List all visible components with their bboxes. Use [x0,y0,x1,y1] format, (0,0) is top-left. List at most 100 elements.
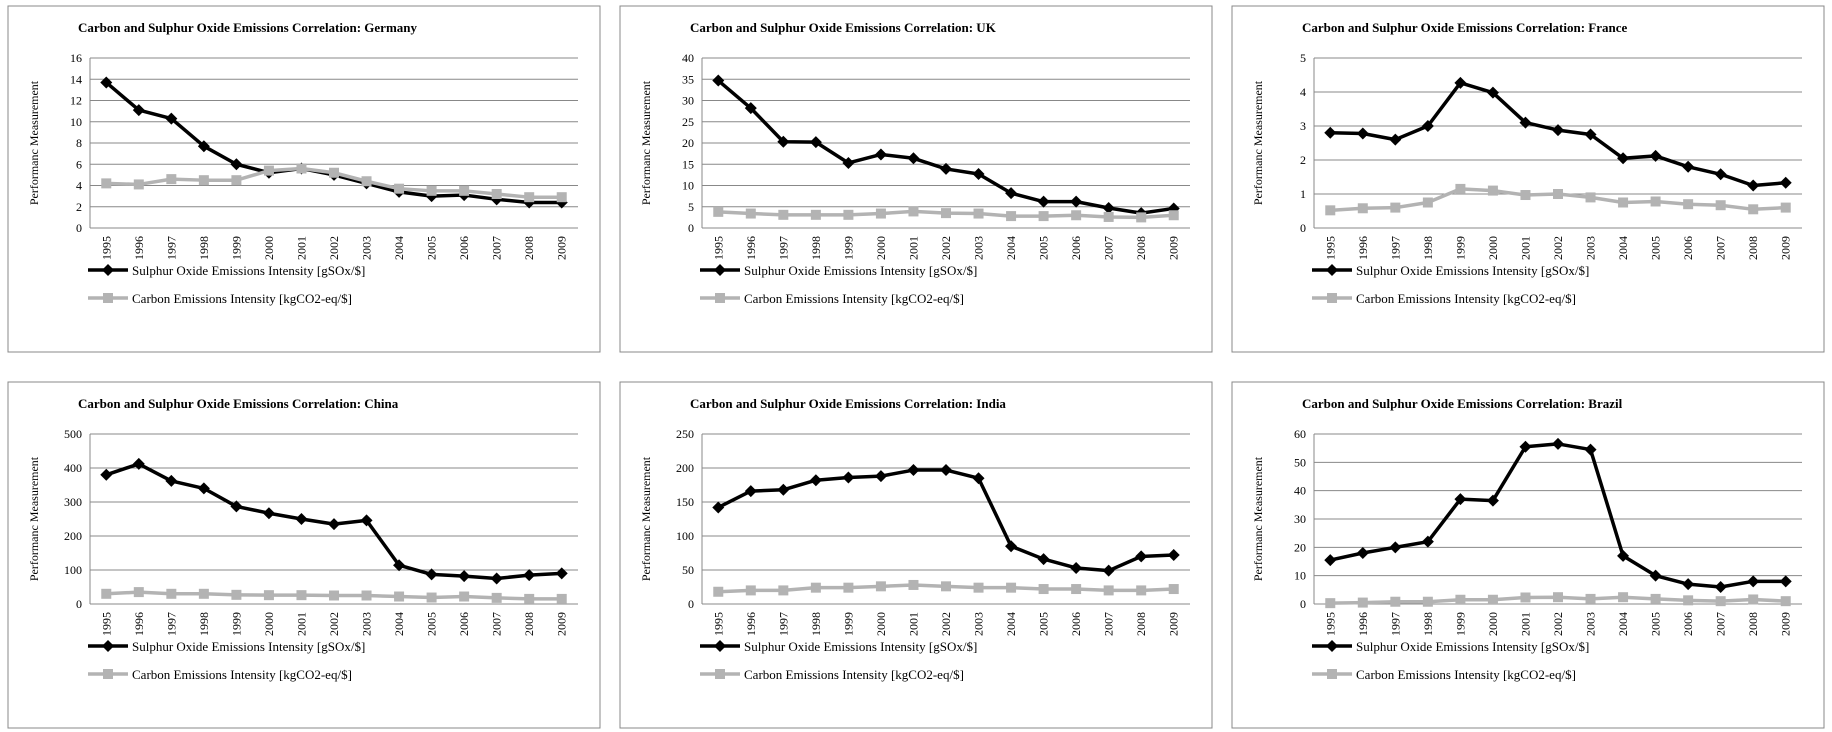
data-point [197,482,210,495]
x-tick-label: 2002 [327,612,341,636]
data-point [524,593,535,604]
y-tick-label: 4 [76,179,82,193]
y-tick-label: 40 [1294,484,1306,498]
data-point [393,559,406,572]
data-point [132,104,145,117]
y-tick-label: 0 [76,221,82,235]
data-point [778,585,789,596]
data-point [1747,179,1760,192]
x-tick-label: 1996 [1356,612,1370,636]
data-point [1325,205,1336,216]
data-point [1006,211,1017,222]
data-point [1519,116,1532,129]
x-tick-label: 2000 [1486,236,1500,260]
x-tick-label: 2006 [457,236,471,260]
y-tick-label: 0 [688,221,694,235]
data-point [874,148,887,161]
data-point [1356,547,1369,559]
x-tick-label: 1995 [1323,236,1337,260]
x-tick-label: 2003 [1584,236,1598,260]
data-point [1102,202,1115,215]
data-point [1167,549,1180,562]
data-point [1168,584,1179,595]
data-point [973,208,984,219]
x-tick-label: 2008 [522,236,536,260]
data-point [940,464,952,477]
data-point [972,168,985,181]
x-tick-label: 2007 [490,612,504,636]
data-point [1038,211,1049,222]
data-point [198,175,209,186]
x-tick-label: 2005 [425,612,439,636]
data-point [1390,596,1401,607]
x-tick-label: 2006 [1069,612,1083,636]
x-tick-label: 2000 [874,236,888,260]
y-tick-label: 8 [76,136,82,150]
data-point [263,590,274,601]
data-point [1585,593,1596,604]
data-point [1103,211,1114,222]
x-tick-label: 2004 [1616,236,1630,260]
legend-label: Carbon Emissions Intensity [kgCO2-eq/$] [1356,667,1576,682]
data-point [394,591,405,602]
y-axis-label: Performanc Measurement [27,456,41,581]
data-point [1487,185,1498,196]
data-point [1422,197,1433,208]
data-point [1585,192,1596,203]
y-tick-label: 150 [676,495,694,509]
y-tick-label: 5 [1300,51,1306,65]
data-point [778,209,789,220]
data-point [230,500,243,513]
x-tick-label: 2003 [972,236,986,260]
x-tick-label: 1999 [841,612,855,636]
x-tick-label: 2005 [1649,236,1663,260]
y-axis-label: Performanc Measurement [639,80,653,205]
data-point [1421,535,1434,548]
x-tick-label: 2007 [1102,612,1116,636]
data-point [263,165,274,176]
data-point [1553,189,1563,199]
legend-marker [103,669,113,679]
data-point [1779,176,1792,189]
x-tick-label: 2006 [457,612,471,636]
x-tick-label: 2004 [392,612,406,636]
legend-label: Sulphur Oxide Emissions Intensity [gSOx/… [744,639,977,654]
chart-panel: Carbon and Sulphur Oxide Emissions Corre… [7,381,601,729]
x-tick-label: 2000 [262,612,276,636]
data-point [843,209,854,220]
y-tick-label: 16 [70,51,82,65]
data-point [712,74,725,87]
data-point [777,483,790,496]
data-point [1682,578,1695,591]
x-tick-label: 2002 [939,236,953,260]
y-tick-label: 5 [688,200,694,214]
data-point [132,457,145,470]
data-point [1005,540,1018,553]
legend-marker [1327,669,1337,679]
data-point [1650,593,1661,604]
data-point [1715,200,1726,211]
legend-marker [715,669,725,679]
data-point [1584,128,1597,141]
data-point [1552,437,1564,450]
y-tick-label: 30 [682,94,694,108]
y-axis-label: Performanc Measurement [639,456,653,581]
data-point [523,569,536,582]
data-point [1780,202,1791,213]
data-point [1005,187,1018,200]
y-tick-label: 40 [682,51,694,65]
x-tick-label: 2008 [1746,612,1760,636]
chart-panel: Carbon and Sulphur Oxide Emissions Corre… [7,5,601,353]
data-point [908,579,919,590]
x-tick-label: 2008 [522,612,536,636]
data-point [940,162,952,175]
data-point [875,581,886,592]
data-point [394,183,405,194]
x-tick-label: 2001 [294,236,308,260]
x-tick-label: 2002 [1551,236,1565,260]
legend-marker [1326,264,1338,276]
data-point [1520,592,1531,603]
data-point [360,514,373,527]
x-tick-label: 1998 [197,236,211,260]
y-tick-label: 50 [1294,455,1306,469]
